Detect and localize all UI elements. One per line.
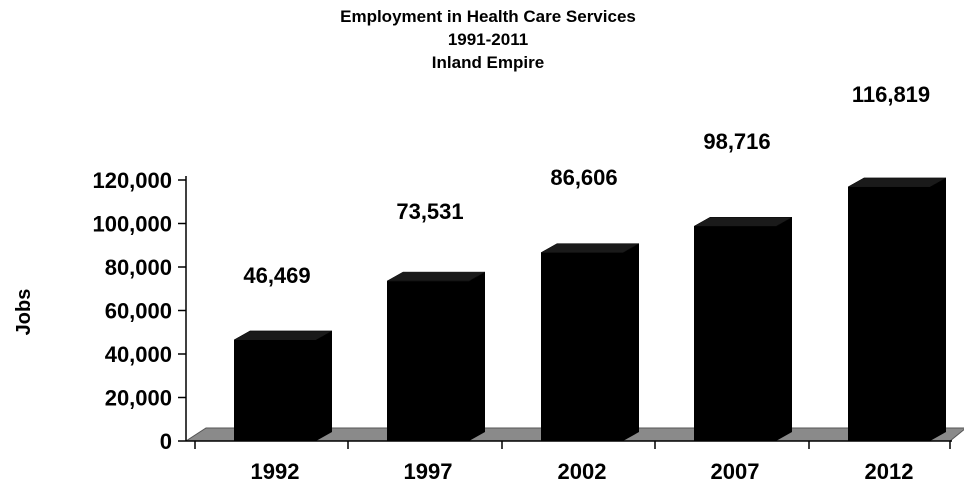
chart-title-line-3: Inland Empire	[432, 53, 544, 72]
data-label: 46,469	[243, 263, 310, 288]
bar-top	[233, 330, 333, 341]
data-labels: 46,469 73,531 86,606 98,716 116,819	[243, 82, 930, 288]
bar-front	[234, 339, 316, 441]
data-label: 73,531	[396, 199, 463, 224]
bar-side	[776, 217, 792, 441]
y-tick-label: 80,000	[105, 255, 172, 280]
y-tick-label: 40,000	[105, 342, 172, 367]
bar-top	[847, 177, 947, 188]
data-label: 86,606	[550, 165, 617, 190]
bar-front	[387, 281, 469, 441]
y-axis: 0 20,000 40,000 60,000 80,000 100,000 120,000	[92, 168, 952, 454]
chart-title-line-1: Employment in Health Care Services	[340, 7, 636, 26]
chart-title: Employment in Health Care Services 1991-…	[340, 7, 636, 72]
bar	[693, 217, 793, 441]
bar-side	[469, 272, 485, 441]
bar-top	[540, 243, 640, 253]
y-tick-label: 100,000	[92, 212, 172, 237]
bar-front	[694, 226, 776, 441]
bar	[386, 271, 486, 441]
y-tick-label: 60,000	[105, 299, 172, 324]
x-axis: 1992 1997 2002 2007 2012	[194, 441, 951, 484]
bar	[540, 243, 640, 441]
bar-front	[848, 186, 930, 441]
bar	[847, 177, 947, 441]
bar-front	[541, 252, 623, 441]
y-axis-label: Jobs	[13, 289, 35, 336]
y-tick-label: 120,000	[92, 168, 172, 193]
x-tick-label: 1997	[404, 459, 453, 484]
data-label: 98,716	[703, 129, 770, 154]
chart-title-line-2: 1991-2011	[448, 30, 528, 49]
bar-side	[930, 177, 946, 441]
data-label: 116,819	[852, 82, 930, 107]
y-tick-label: 0	[160, 429, 172, 454]
x-tick-label: 2002	[558, 459, 607, 484]
x-tick-label: 1992	[251, 459, 300, 484]
bar-side	[623, 243, 639, 441]
bars	[233, 177, 947, 441]
x-tick-label: 2012	[865, 459, 914, 484]
y-tick-label: 20,000	[105, 386, 172, 411]
bar-top	[386, 271, 486, 282]
bar-top	[693, 217, 793, 227]
x-tick-label: 2007	[711, 459, 760, 484]
bar	[233, 330, 333, 441]
bar-side	[316, 330, 332, 441]
